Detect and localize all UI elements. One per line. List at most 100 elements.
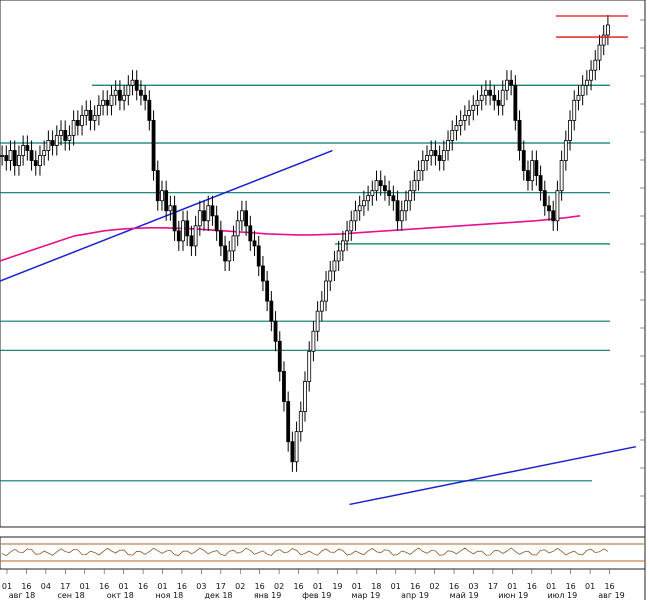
candle-body — [408, 190, 413, 202]
candle-body — [33, 160, 38, 166]
candle-body — [71, 120, 76, 136]
candle-body — [517, 120, 522, 151]
candle-body — [239, 210, 244, 222]
x-tick-label: 16 — [604, 582, 614, 591]
candle-body — [269, 300, 274, 322]
x-tick-label: 19 — [332, 582, 342, 591]
candle-body — [513, 84, 518, 121]
candle-body — [84, 109, 89, 116]
candle-body — [155, 170, 160, 202]
candle-body — [67, 135, 72, 141]
candle-body — [572, 99, 577, 121]
candle-body — [164, 190, 169, 212]
candle-body — [210, 205, 215, 217]
candle-body — [231, 235, 236, 252]
candle-body — [29, 150, 34, 161]
candle-body — [185, 220, 190, 237]
candle-body — [345, 230, 349, 242]
x-month-label: авг 18 — [9, 591, 36, 600]
x-tick-label: 16 — [21, 582, 31, 591]
candle-body — [349, 220, 354, 232]
candle-body — [496, 99, 501, 106]
candle-body — [580, 84, 585, 96]
candle-body — [139, 89, 143, 96]
candle-body — [122, 94, 127, 101]
x-tick-label: 16 — [566, 582, 576, 591]
x-tick-label: 01 — [313, 582, 323, 591]
candle-body — [261, 265, 265, 282]
x-tick-label: 17 — [60, 582, 70, 591]
candle-body — [0, 155, 5, 157]
candle-body — [147, 99, 152, 121]
x-tick-label: 04 — [41, 582, 51, 591]
candle-body — [273, 320, 278, 342]
x-tick-label: 16 — [527, 582, 537, 591]
candle-body — [530, 160, 535, 182]
x-tick-label: 16 — [449, 582, 459, 591]
candle-body — [563, 140, 568, 161]
x-tick-label: 01 — [585, 582, 595, 591]
candle-body — [597, 44, 602, 61]
candle-body — [324, 280, 328, 302]
candle-body — [479, 94, 484, 101]
candle-body — [160, 190, 164, 202]
candle-body — [454, 125, 459, 131]
candle-body — [404, 200, 408, 212]
candle-body — [526, 170, 530, 182]
candle-body — [378, 180, 383, 187]
candle-body — [176, 230, 181, 242]
candle-body — [471, 104, 476, 111]
candle-body — [17, 155, 21, 166]
candle-body — [88, 109, 93, 121]
candle-body — [332, 260, 337, 272]
candle-body — [568, 120, 572, 141]
candle-body — [298, 411, 303, 433]
candle-body — [383, 185, 387, 192]
candle-body — [214, 215, 219, 232]
candle-body — [202, 210, 206, 222]
candle-body — [277, 340, 282, 372]
candle-body — [101, 99, 105, 106]
candle-body — [197, 210, 202, 227]
candle-body — [25, 145, 30, 151]
x-tick-label: 16 — [410, 582, 420, 591]
candle-body — [450, 130, 455, 141]
candle-body — [433, 150, 438, 156]
candle-body — [96, 104, 101, 116]
candle-body — [500, 89, 505, 106]
candle-body — [303, 381, 307, 412]
x-month-label: авг 19 — [598, 591, 625, 600]
x-month-label: мар 19 — [351, 591, 380, 600]
x-month-label: янв 19 — [254, 591, 281, 600]
candle-body — [63, 130, 68, 141]
candle-body — [315, 310, 320, 332]
candle-body — [551, 210, 556, 222]
candle-body — [505, 79, 509, 91]
candle-body — [488, 89, 493, 96]
candle-body — [244, 210, 249, 227]
x-tick-label: 01 — [80, 582, 90, 591]
candle-body — [130, 79, 135, 86]
candle-body — [282, 370, 286, 402]
candle-body — [319, 300, 324, 312]
candle-body — [189, 235, 194, 247]
x-tick-label: 16 — [255, 582, 265, 591]
x-tick-label: 01 — [119, 582, 129, 591]
candle-body — [589, 69, 593, 81]
candle-body — [492, 94, 497, 101]
x-tick-label: 01 — [546, 582, 556, 591]
candle-body — [521, 150, 526, 172]
ma-line — [0, 215, 581, 262]
candle-body — [92, 114, 97, 121]
price-pane-frame — [0, 0, 646, 528]
candle-body — [538, 175, 543, 192]
x-axis: 01 16 04 17 01 16 01 16 01 16 03 17 02 16 02 16 01 19 01 18… — [2, 569, 625, 600]
trendline — [349, 445, 636, 506]
candle-body — [593, 59, 598, 71]
candle-body — [8, 150, 13, 161]
oscillator-frame — [0, 536, 646, 570]
candle-body — [168, 205, 173, 212]
candle-body — [227, 250, 232, 262]
candle-body — [366, 195, 371, 202]
